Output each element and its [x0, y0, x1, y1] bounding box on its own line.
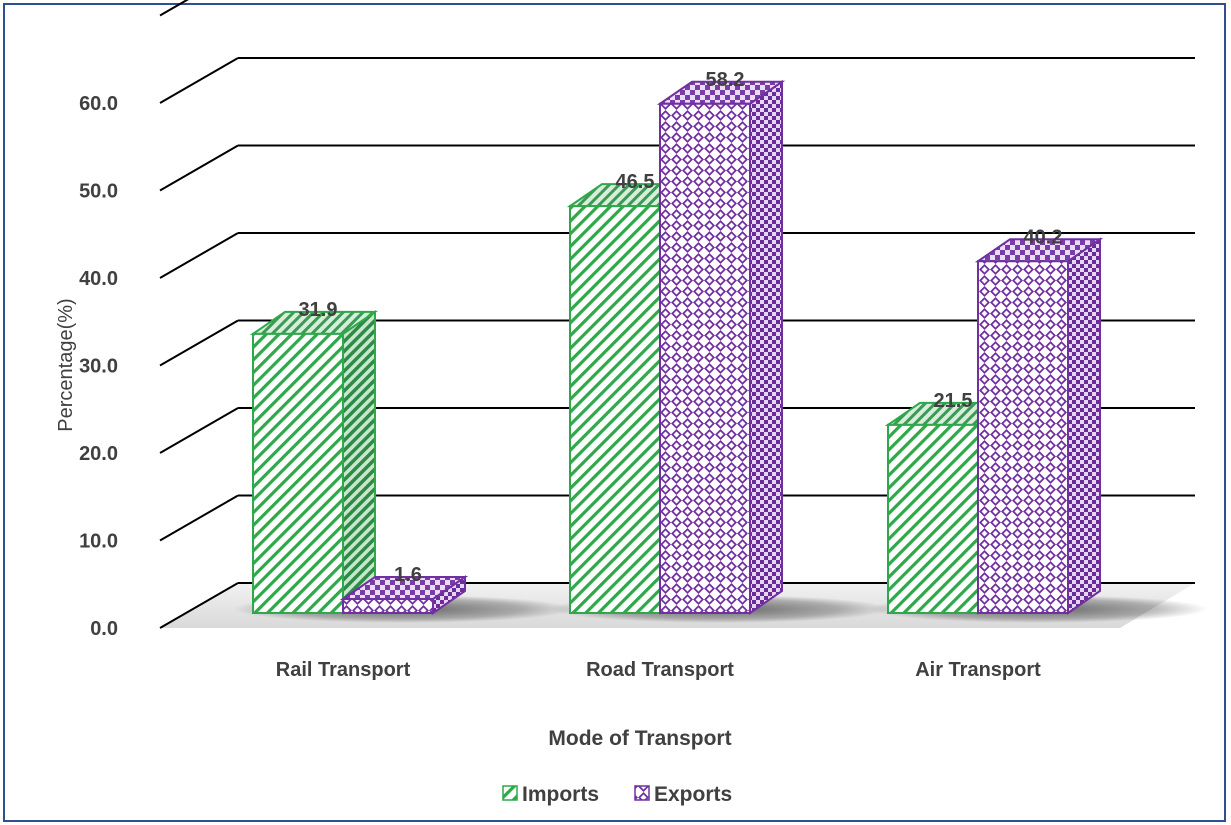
gridline-diagonal — [159, 319, 239, 367]
bar-front-face — [659, 102, 751, 614]
y-tick-label: 50.0 — [79, 181, 118, 203]
legend: Imports Exports — [502, 783, 732, 806]
gridline-diagonal — [159, 144, 239, 192]
gridline-diagonal — [159, 0, 189, 17]
y-tick-label: 60.0 — [79, 93, 118, 115]
bar-front-face — [342, 598, 434, 614]
gridline-diagonal — [159, 582, 239, 629]
y-axis-title: Percentage(%) — [55, 298, 77, 431]
gridline-diagonal — [159, 494, 239, 542]
x-axis-categories: Rail Transport Road Transport Air Transpor… — [276, 659, 1041, 681]
gridline-diagonal — [159, 232, 239, 279]
x-category-label: Air Transport — [915, 659, 1041, 681]
bar-exports-road-transport — [656, 79, 786, 615]
bar-front-face — [252, 332, 344, 614]
data-label: 46.5 — [616, 171, 655, 193]
y-tick-label: 0.0 — [90, 618, 118, 640]
data-label: 58.2 — [706, 69, 745, 91]
data-label: 1.6 — [394, 564, 422, 586]
data-label: 31.9 — [299, 299, 338, 321]
y-tick-label: 30.0 — [79, 356, 118, 378]
bar-side-face — [749, 79, 783, 615]
legend-item-exports: Exports — [634, 783, 732, 806]
bar-side-face — [342, 309, 376, 615]
legend-label-imports: Imports — [522, 783, 599, 806]
data-label: 21.5 — [934, 390, 973, 412]
bar-front-face — [887, 423, 979, 614]
x-axis-title: Mode of Transport — [548, 727, 731, 750]
bar-side-face — [1067, 237, 1101, 615]
bar-exports-rail-transport — [339, 575, 469, 615]
bar-front-face — [977, 260, 1069, 614]
bar-imports-rail-transport — [249, 309, 379, 615]
x-category-label: Road Transport — [586, 659, 734, 681]
x-category-label: Rail Transport — [276, 659, 411, 681]
data-labels: 31.9 1.6 46.5 58.2 21.5 40.2 — [299, 69, 1063, 586]
bar-exports-air-transport — [974, 237, 1104, 615]
bars — [249, 79, 1104, 615]
gridline-diagonal — [159, 407, 239, 454]
legend-swatch-imports — [502, 785, 518, 801]
bar-front-face — [569, 205, 661, 614]
y-tick-label: 40.0 — [79, 268, 118, 290]
y-tick-label: 20.0 — [79, 443, 118, 465]
legend-item-imports: Imports — [502, 783, 599, 806]
legend-label-exports: Exports — [654, 783, 732, 806]
gridline-diagonal — [159, 57, 239, 104]
data-label: 40.2 — [1024, 226, 1063, 248]
y-tick-label: 10.0 — [79, 531, 118, 553]
legend-swatch-exports — [634, 785, 650, 801]
y-axis-ticks: 0.0 10.0 20.0 30.0 40.0 50.0 60.0 — [79, 93, 118, 640]
